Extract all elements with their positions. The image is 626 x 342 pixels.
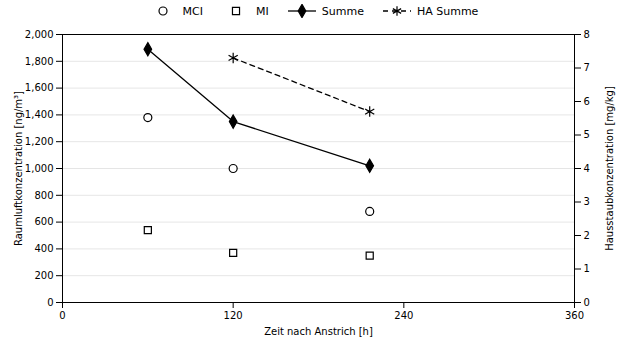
svg-text:800: 800 (34, 190, 53, 201)
svg-text:0: 0 (47, 297, 53, 308)
svg-text:8: 8 (584, 29, 590, 40)
svg-text:Hausstaubkonzentration [mg/kg]: Hausstaubkonzentration [mg/kg] (604, 86, 615, 251)
svg-text:1,200: 1,200 (25, 136, 54, 147)
svg-text:4: 4 (584, 163, 590, 174)
html-text:Summe: Summe (321, 4, 364, 18)
html-text:HA Summe: HA Summe (416, 4, 479, 18)
svg-text:0: 0 (584, 297, 590, 308)
svg-text:120: 120 (224, 310, 243, 321)
svg-text:2: 2 (584, 230, 590, 241)
svg-text:Zeit nach Anstrich [h]: Zeit nach Anstrich [h] (264, 326, 373, 337)
svg-text:1: 1 (584, 263, 590, 274)
svg-text:1,000: 1,000 (25, 163, 54, 174)
svg-text:400: 400 (34, 243, 53, 254)
svg-text:200: 200 (34, 270, 53, 281)
svg-text:6: 6 (584, 96, 590, 107)
svg-text:1,800: 1,800 (25, 56, 54, 67)
svg-text:240: 240 (394, 310, 413, 321)
svg-text:0: 0 (59, 310, 65, 321)
svg-text:7: 7 (584, 62, 590, 73)
svg-text:5: 5 (584, 129, 590, 140)
html-text:MI: MI (256, 4, 269, 18)
html-text:MCI: MCI (182, 4, 203, 18)
svg-text:1,600: 1,600 (25, 82, 54, 93)
svg-text:360: 360 (565, 310, 584, 321)
svg-text:3: 3 (584, 196, 590, 207)
svg-text:Raumluftkonzentration [ng/m³]: Raumluftkonzentration [ng/m³] (13, 91, 24, 246)
svg-text:2,000: 2,000 (25, 29, 54, 40)
svg-text:600: 600 (34, 216, 53, 227)
svg-text:1,400: 1,400 (25, 109, 54, 120)
